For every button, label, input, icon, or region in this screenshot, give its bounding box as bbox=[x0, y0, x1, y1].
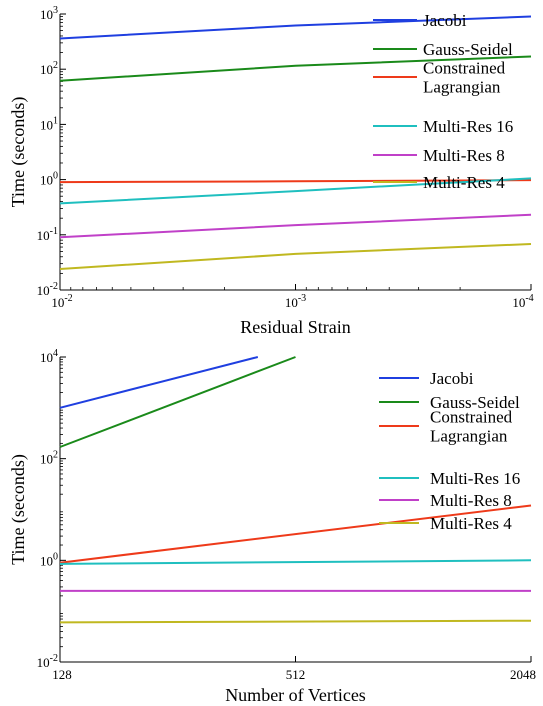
series-line-multi-res-16 bbox=[59, 559, 532, 565]
y-axis-label: Time (seconds) bbox=[8, 97, 29, 208]
legend-label-line: Constrained bbox=[430, 408, 513, 427]
series-line-gauss-seidel bbox=[59, 356, 296, 448]
x-tick-label-base: 128 bbox=[52, 667, 72, 682]
x-tick-label-exponent: -3 bbox=[298, 293, 306, 304]
y-tick-label: 100 bbox=[40, 171, 58, 188]
y-tick-label-exponent: 1 bbox=[53, 115, 58, 126]
legend-label: Multi-Res 16 bbox=[423, 117, 513, 136]
x-tick-label-base: 10 bbox=[512, 295, 525, 310]
x-tick-label: 10-2 bbox=[51, 293, 72, 310]
y-tick-label-base: 10 bbox=[40, 553, 53, 568]
x-tick-label-base: 2048 bbox=[510, 667, 536, 682]
legend-label: Gauss-Seidel bbox=[423, 40, 513, 59]
legend-label: Multi-Res 8 bbox=[430, 491, 512, 510]
y-tick-label: 103 bbox=[40, 5, 58, 22]
y-tick-label-exponent: 3 bbox=[53, 5, 58, 16]
y-tick-label-exponent: 2 bbox=[53, 60, 58, 71]
x-tick-label-exponent: -2 bbox=[64, 293, 72, 304]
y-tick-label-exponent: 0 bbox=[53, 171, 58, 182]
legend-label: Multi-Res 4 bbox=[423, 173, 505, 192]
x-tick-label: 128 bbox=[52, 667, 72, 682]
legend-label: Constrained Lagrangian bbox=[423, 59, 506, 97]
y-tick-label: 101 bbox=[40, 115, 58, 132]
series-line-constrained-lagrangian bbox=[59, 179, 532, 184]
y-tick-label-exponent: -1 bbox=[50, 226, 58, 237]
series-line-multi-res-4 bbox=[59, 243, 532, 270]
y-tick-label-base: 10 bbox=[37, 228, 50, 243]
y-tick-label-base: 10 bbox=[40, 350, 53, 365]
y-tick-label-base: 10 bbox=[40, 7, 53, 22]
y-tick-label-exponent: 4 bbox=[53, 348, 58, 359]
y-tick-label: 10-2 bbox=[37, 653, 58, 670]
y-tick-label: 104 bbox=[40, 348, 58, 365]
legend-label: Multi-Res 4 bbox=[430, 514, 512, 533]
x-tick-label-base: 10 bbox=[51, 295, 64, 310]
series-line-jacobi bbox=[59, 356, 259, 409]
series-line-multi-res-8 bbox=[59, 213, 532, 239]
series-line-multi-res-16 bbox=[59, 177, 532, 205]
y-tick-label-base: 10 bbox=[37, 283, 50, 298]
y-tick-label-exponent: 2 bbox=[53, 450, 58, 461]
x-tick-label-base: 10 bbox=[285, 295, 298, 310]
x-tick-label: 512 bbox=[286, 667, 306, 682]
x-axis-label: Number of Vertices bbox=[225, 685, 366, 705]
y-tick-label-exponent: -2 bbox=[50, 281, 58, 292]
y-tick-label-base: 10 bbox=[40, 117, 53, 132]
series-line-multi-res-4 bbox=[59, 619, 532, 624]
y-tick-label: 100 bbox=[40, 551, 58, 568]
x-tick-label: 10-4 bbox=[512, 293, 533, 310]
y-tick-label: 10-1 bbox=[37, 226, 58, 243]
legend-label: Constrained Lagrangian bbox=[430, 408, 513, 446]
legend-label: Jacobi bbox=[423, 11, 467, 30]
y-tick-label-exponent: 0 bbox=[53, 551, 58, 562]
y-tick-label-base: 10 bbox=[40, 452, 53, 467]
legend-label: Gauss-Seidel bbox=[430, 393, 520, 412]
y-tick-label-base: 10 bbox=[37, 655, 50, 670]
y-tick-label-base: 10 bbox=[40, 173, 53, 188]
legend-label: Multi-Res 16 bbox=[430, 469, 520, 488]
x-tick-label-base: 512 bbox=[286, 667, 306, 682]
x-axis-label: Residual Strain bbox=[240, 317, 351, 337]
y-tick-label: 102 bbox=[40, 60, 58, 77]
legend-label: Multi-Res 8 bbox=[423, 146, 505, 165]
legend-label: Jacobi bbox=[430, 369, 474, 388]
y-tick-label: 10-2 bbox=[37, 281, 58, 298]
series-line-gauss-seidel bbox=[59, 55, 532, 82]
series-line-jacobi bbox=[59, 15, 532, 40]
y-tick-label: 102 bbox=[40, 450, 58, 467]
y-tick-label-exponent: -2 bbox=[50, 653, 58, 664]
x-tick-label: 2048 bbox=[510, 667, 536, 682]
legend-label-line: Constrained bbox=[423, 59, 506, 78]
x-tick-label-exponent: -4 bbox=[525, 293, 533, 304]
y-axis-label: Time (seconds) bbox=[8, 454, 29, 565]
y-tick-label-base: 10 bbox=[40, 62, 53, 77]
legend-label-line: Lagrangian bbox=[423, 78, 501, 97]
series-line-constrained-lagrangian bbox=[59, 504, 532, 564]
x-tick-label: 10-3 bbox=[285, 293, 306, 310]
legend-label-line: Lagrangian bbox=[430, 427, 508, 446]
